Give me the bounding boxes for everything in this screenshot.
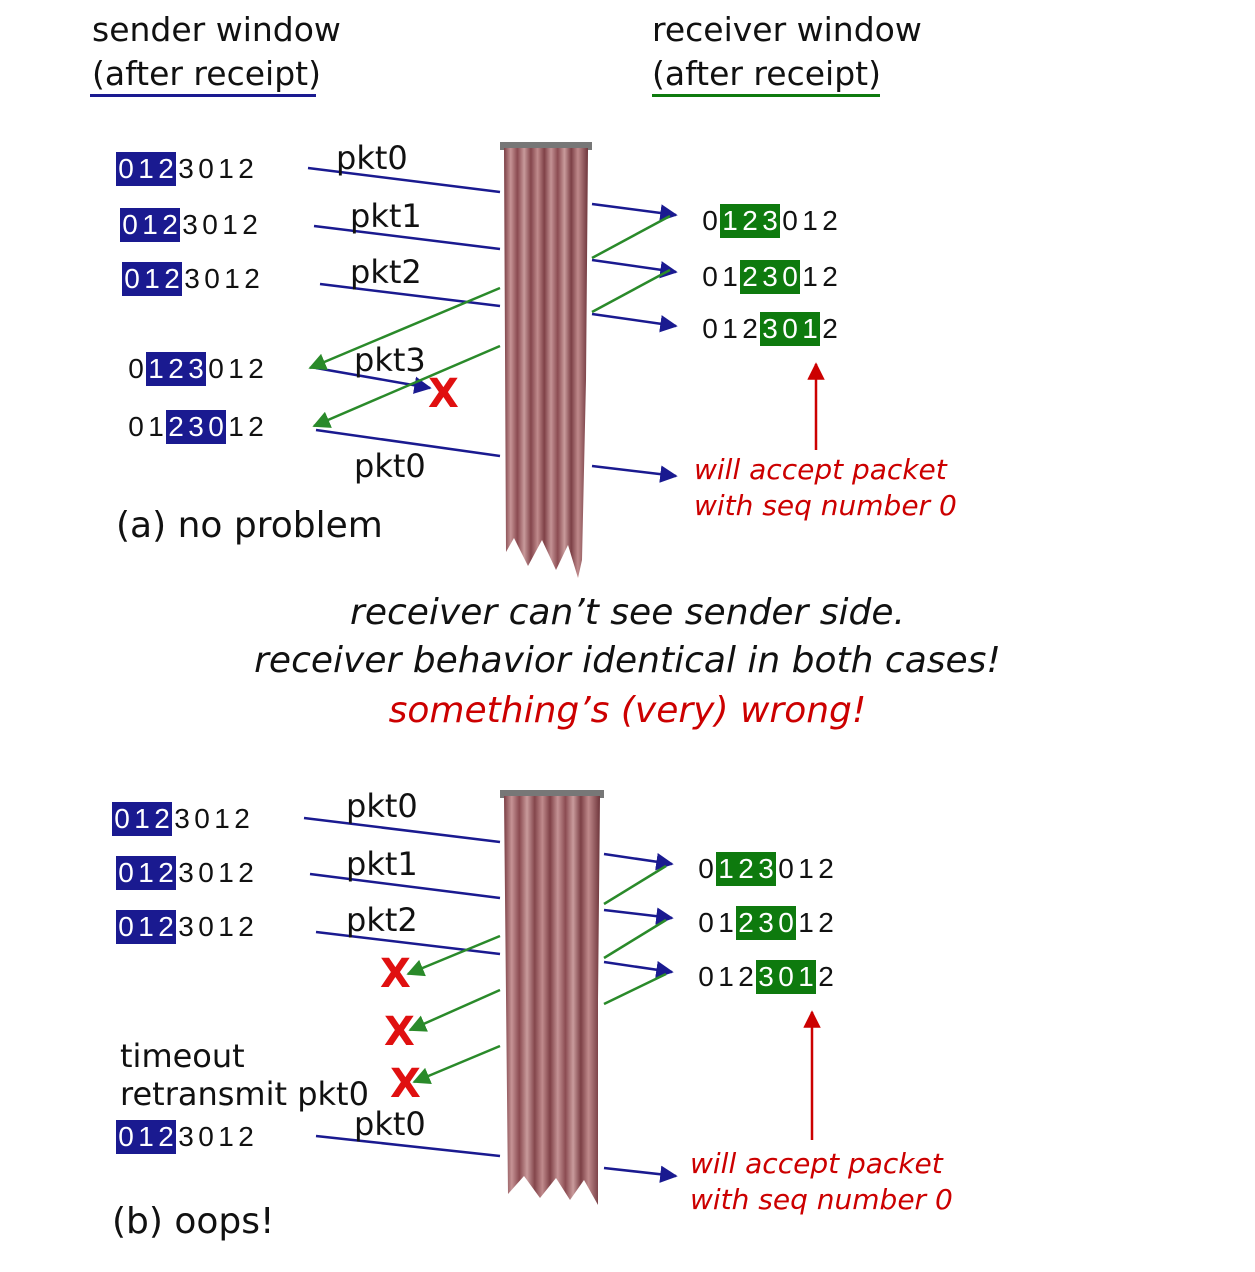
pkt1-label-a: pkt1 [350, 197, 422, 235]
curtain-b [500, 790, 604, 1205]
pkt1-recv-arrow-a [591, 258, 678, 279]
pkt0-resend-line-a [315, 428, 501, 458]
pkt2-label-b: pkt2 [346, 901, 418, 939]
pkt1-recv-arrow-b [603, 907, 674, 925]
ack0-line-right-b [603, 864, 667, 906]
ack1-line-right-b [603, 918, 667, 960]
pkt0-retransmit-label-b: pkt0 [354, 1105, 426, 1143]
pkt0-recv-arrow-b [603, 852, 674, 871]
pkt1-send-line-b [309, 872, 501, 900]
pkt0-label-b: pkt0 [346, 787, 418, 825]
pkt0-recv-arrow-a [591, 202, 678, 222]
pkt0-retransmit-line-b [315, 1134, 501, 1158]
loss-mark-a: X [428, 371, 459, 417]
panel-b-caption: (b) oops! [112, 1201, 275, 1242]
ack1-arrow-a [312, 344, 501, 428]
ack0-lost-arrow-b [406, 934, 501, 977]
pkt0-send-line-a [307, 166, 501, 194]
middle-line-2: receiver behavior identical in both case… [254, 640, 1001, 681]
pkt1-label-b: pkt1 [346, 845, 418, 883]
pkt1-send-line-a [313, 224, 501, 251]
pkt2-recv-arrow-a [591, 312, 678, 333]
accept-note-b-line2: with seq number 0 [690, 1183, 953, 1216]
ack2-lost-arrow-b [412, 1044, 501, 1084]
receiver-window-subtitle: (after receipt) [652, 54, 881, 93]
ack0-arrow-a [308, 286, 501, 370]
loss-mark-b-2: X [384, 1009, 415, 1055]
middle-line-1: receiver can’t see sender side. [350, 592, 905, 633]
curtain-rod-b [500, 790, 604, 798]
loss-mark-b-3: X [390, 1061, 421, 1107]
sender-title-underline [90, 94, 316, 97]
ack0-line-right-a [591, 214, 671, 260]
pkt0-send-line-b [303, 816, 501, 844]
retransmit-label: retransmit pkt0 [120, 1075, 369, 1113]
receiver-window-title: receiver window [652, 10, 922, 49]
middle-line-3: something’s (very) wrong! [388, 690, 867, 731]
accept-note-a-line1: will accept packet [694, 453, 947, 486]
pkt2-recv-arrow-b [603, 960, 674, 979]
loss-mark-b-1: X [380, 951, 411, 997]
pkt0-resend-label-a: pkt0 [354, 447, 426, 485]
curtain-a [500, 142, 592, 578]
pkt2-send-line-b [315, 930, 501, 956]
pkt2-send-line-a [319, 282, 501, 308]
sender-window-subtitle: (after receipt) [92, 54, 321, 93]
pkt0-label-a: pkt0 [336, 139, 408, 177]
ack1-lost-arrow-b [408, 988, 501, 1032]
ack1-line-right-a [591, 268, 671, 314]
sender-window-title: sender window [92, 10, 341, 49]
ack2-line-right-b [603, 972, 667, 1006]
timeout-label: timeout [120, 1037, 245, 1075]
pkt0-recv-arrow-final-b [603, 1165, 678, 1183]
curtain-rod-a [500, 142, 592, 150]
receiver-title-underline [652, 94, 880, 97]
pkt0-recv-arrow-final-a [591, 464, 678, 483]
accept-note-b-line1: will accept packet [690, 1147, 943, 1180]
accept-note-a-line2: with seq number 0 [694, 489, 957, 522]
pkt2-label-a: pkt2 [350, 253, 422, 291]
pkt3-label-a: pkt3 [354, 341, 426, 379]
panel-a-caption: (a) no problem [116, 505, 383, 546]
